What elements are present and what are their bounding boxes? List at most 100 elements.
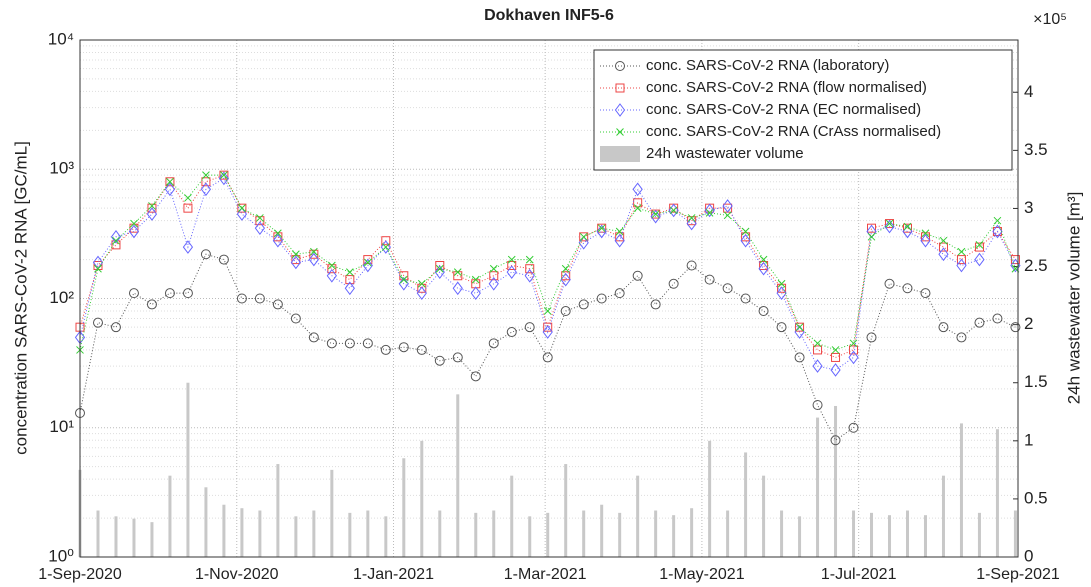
bar (546, 512, 550, 557)
bar (708, 440, 712, 557)
bar (294, 516, 298, 557)
bar (977, 512, 981, 557)
marker (687, 214, 696, 222)
legend-box (593, 49, 1013, 171)
x-tick-label: 1-Mar-2021 (504, 566, 587, 583)
marker (327, 264, 337, 274)
marker (596, 224, 607, 239)
marker (975, 241, 984, 249)
y2-tick-label: 0 (1024, 546, 1033, 565)
marker (614, 233, 625, 248)
x-tick-label: 1-Nov-2020 (195, 566, 279, 583)
y2-tick-label: 3.5 (1024, 140, 1048, 159)
bar (672, 515, 676, 557)
marker (362, 258, 373, 273)
y2-tick-label: 1.5 (1024, 372, 1048, 391)
bar (654, 510, 658, 557)
bar (132, 518, 136, 557)
bar (366, 510, 370, 557)
bar (420, 440, 424, 557)
marker (686, 260, 697, 271)
legend-label: conc. SARS-CoV-2 RNA (EC normalised) (646, 101, 921, 118)
marker (398, 342, 409, 353)
marker (813, 345, 823, 355)
marker (633, 204, 642, 213)
marker (112, 236, 120, 245)
marker (993, 216, 1002, 225)
bar (690, 508, 694, 557)
x-tick-label: 1-Sep-2021 (976, 566, 1060, 583)
marker (597, 224, 606, 233)
marker (992, 313, 1003, 324)
marker (741, 227, 750, 236)
chart-title: Dokhaven INF5-6 (484, 7, 614, 24)
y-axis-label: concentration SARS-CoV-2 RNA [GC/mL] (11, 141, 30, 455)
marker (776, 286, 787, 300)
marker (363, 258, 372, 267)
marker (344, 281, 355, 296)
marker (579, 232, 589, 242)
marker (831, 346, 840, 354)
marker (308, 332, 319, 343)
marker (434, 265, 445, 279)
marker (416, 344, 427, 355)
marker (452, 352, 463, 363)
marker (597, 223, 607, 233)
y2-tick-label: 1 (1024, 430, 1033, 449)
marker (488, 338, 499, 349)
bar (96, 510, 100, 557)
marker (704, 203, 715, 218)
marker (668, 203, 679, 218)
marker (506, 327, 517, 338)
bar (402, 458, 406, 557)
marker (974, 252, 985, 267)
marker (326, 268, 337, 283)
marker (957, 247, 966, 256)
y2-tick-label: 2.5 (1024, 256, 1048, 275)
marker (723, 211, 732, 220)
marker (543, 307, 552, 315)
bar (834, 405, 838, 557)
marker (848, 422, 859, 433)
marker (256, 214, 264, 222)
marker (380, 240, 391, 254)
bar (384, 516, 388, 557)
series-line (79, 253, 1016, 442)
marker (453, 268, 462, 276)
marker (561, 271, 571, 281)
marker (182, 288, 193, 299)
marker (148, 202, 156, 210)
marker (795, 322, 805, 332)
marker (507, 255, 516, 264)
marker (741, 232, 751, 242)
marker (578, 299, 589, 310)
marker (813, 339, 822, 348)
marker (885, 219, 895, 229)
marker (938, 247, 949, 262)
y2-tick-label: 4 (1024, 82, 1033, 101)
marker (507, 261, 517, 271)
y2-tick-label: 2 (1024, 314, 1033, 333)
bar (600, 504, 604, 557)
marker (812, 399, 823, 410)
marker (884, 278, 895, 289)
bar (888, 515, 892, 557)
marker (146, 299, 157, 310)
bar (258, 510, 262, 557)
marker (542, 352, 553, 363)
y-tick-label: 10⁰ (48, 546, 74, 565)
marker (92, 317, 103, 328)
marker (920, 288, 931, 299)
marker (344, 338, 355, 349)
bar (276, 464, 280, 557)
bar (438, 510, 442, 557)
marker (362, 338, 373, 349)
marker (380, 344, 391, 355)
marker (220, 171, 228, 180)
bar (474, 512, 478, 557)
marker (632, 182, 643, 197)
bar (744, 452, 748, 557)
marker (867, 232, 876, 241)
y2-tick-label: 3 (1024, 198, 1033, 217)
series-line (79, 174, 1016, 358)
